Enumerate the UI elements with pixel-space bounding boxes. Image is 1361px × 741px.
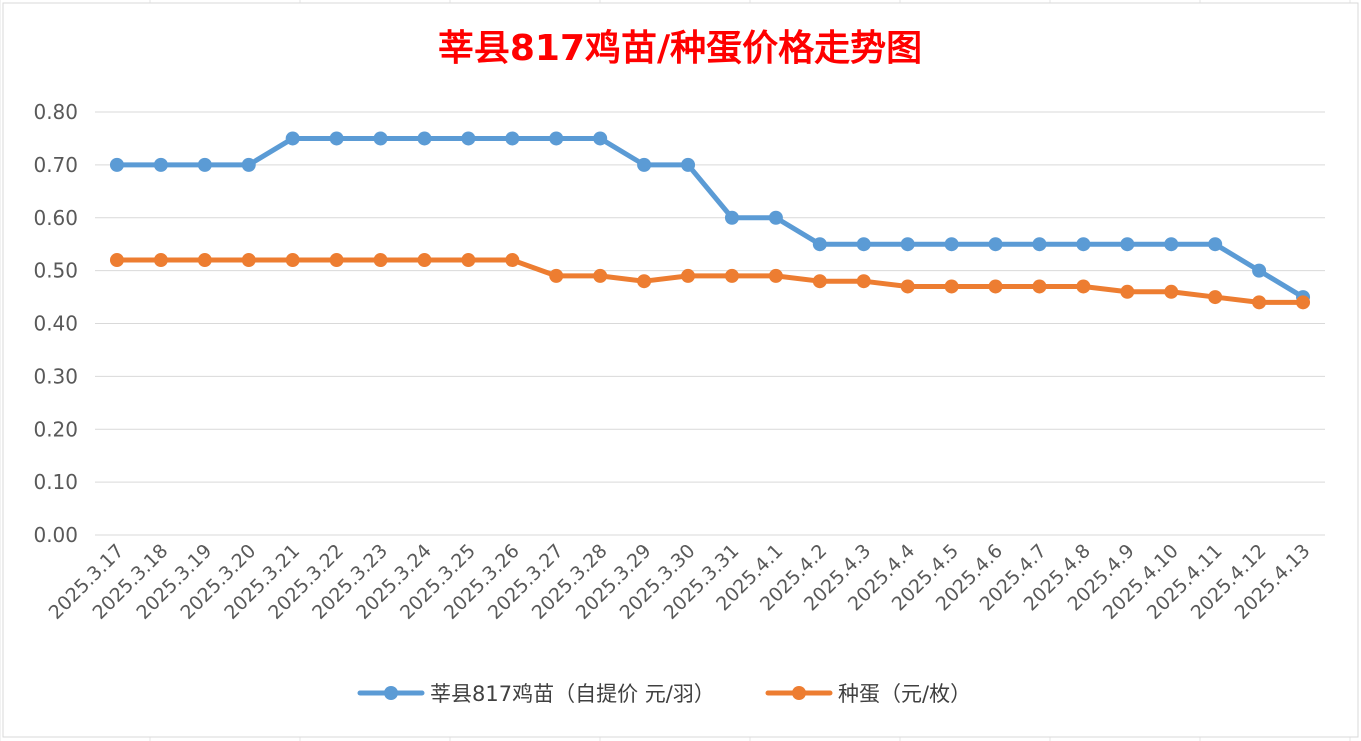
data-point: [373, 131, 388, 146]
data-point: [1164, 237, 1179, 252]
data-point: [593, 268, 608, 283]
data-point: [1296, 295, 1311, 310]
data-point: [637, 274, 652, 289]
series-layer: [109, 131, 1311, 310]
y-tick-label: 0.80: [33, 100, 78, 124]
y-tick-label: 0.50: [33, 259, 78, 283]
series-2: [109, 253, 1311, 310]
legend: 莘县817鸡苗（自提价 元/羽） 种蛋（元/枚）: [357, 682, 971, 706]
data-point: [461, 131, 476, 146]
legend-label: 种蛋（元/枚）: [838, 682, 971, 706]
data-point: [944, 237, 959, 252]
legend-item-1: 莘县817鸡苗（自提价 元/羽）: [357, 682, 715, 706]
data-point: [812, 274, 827, 289]
y-tick-label: 0.70: [33, 153, 78, 177]
data-point: [153, 253, 168, 268]
data-point: [988, 237, 1003, 252]
legend-item-2: 种蛋（元/枚）: [765, 682, 971, 706]
data-point: [417, 253, 432, 268]
data-point: [1252, 295, 1267, 310]
data-point: [505, 131, 520, 146]
data-point: [505, 253, 520, 268]
chart-title: 莘县817鸡苗/种蛋价格走势图: [438, 28, 922, 69]
data-point: [1120, 284, 1135, 299]
data-point: [109, 157, 124, 172]
legend-marker: [384, 686, 398, 700]
y-tick-label: 0.30: [33, 364, 78, 388]
y-tick-label: 0.60: [33, 206, 78, 230]
data-point: [1208, 237, 1223, 252]
data-point: [1032, 237, 1047, 252]
legend-marker: [792, 686, 806, 700]
series-1: [109, 131, 1311, 305]
data-point: [1252, 263, 1267, 278]
data-point: [900, 279, 915, 294]
data-point: [856, 274, 871, 289]
data-point: [900, 237, 915, 252]
data-point: [988, 279, 1003, 294]
data-point: [197, 253, 212, 268]
data-point: [593, 131, 608, 146]
data-point: [681, 268, 696, 283]
series-line: [114, 257, 1306, 305]
data-point: [768, 210, 783, 225]
y-axis-ticks: 0.00 0.10 0.20 0.30 0.40 0.50 0.60 0.70 0.80: [33, 100, 78, 547]
data-point: [329, 131, 344, 146]
data-point: [724, 210, 739, 225]
data-point: [944, 279, 959, 294]
data-point: [1120, 237, 1135, 252]
data-point: [812, 237, 827, 252]
data-point: [1076, 237, 1091, 252]
series-line: [114, 135, 1306, 300]
data-point: [241, 253, 256, 268]
data-point: [856, 237, 871, 252]
data-point: [417, 131, 432, 146]
data-point: [549, 268, 564, 283]
data-point: [153, 157, 168, 172]
data-point: [1208, 290, 1223, 305]
gridlines: [95, 111, 1325, 536]
data-point: [1164, 284, 1179, 299]
data-point: [373, 253, 388, 268]
data-point: [241, 157, 256, 172]
data-point: [724, 268, 739, 283]
data-point: [329, 253, 344, 268]
y-tick-label: 0.40: [33, 312, 78, 336]
data-point: [768, 268, 783, 283]
data-point: [637, 157, 652, 172]
y-tick-label: 0.20: [33, 417, 78, 441]
legend-label: 莘县817鸡苗（自提价 元/羽）: [430, 682, 715, 706]
y-tick-label: 0.00: [33, 523, 78, 547]
data-point: [1032, 279, 1047, 294]
data-point: [1076, 279, 1091, 294]
data-point: [109, 253, 124, 268]
data-point: [549, 131, 564, 146]
y-tick-label: 0.10: [33, 470, 78, 494]
data-point: [461, 253, 476, 268]
data-point: [681, 157, 696, 172]
data-point: [285, 131, 300, 146]
data-point: [197, 157, 212, 172]
data-point: [285, 253, 300, 268]
